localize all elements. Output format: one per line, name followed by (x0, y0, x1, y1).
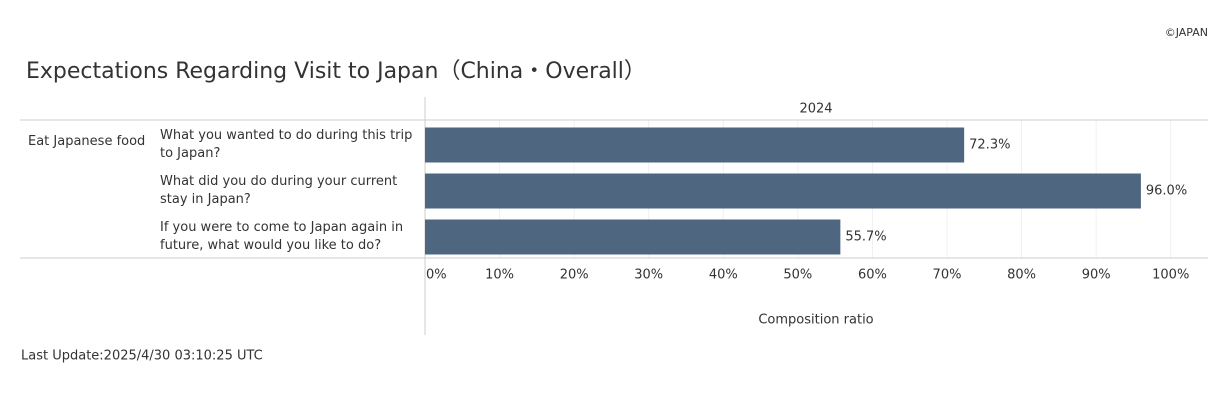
copyright: ©JAPAN (1165, 26, 1208, 39)
category-label: What did you do during your current stay… (160, 174, 398, 207)
x-tick-label: 50% (783, 268, 812, 283)
x-tick-label: 10% (485, 268, 514, 283)
x-tick-label: 80% (1007, 268, 1036, 283)
value-label: 96.0% (1146, 184, 1187, 199)
x-tick-label: 90% (1082, 268, 1111, 283)
value-label: 55.7% (845, 230, 886, 245)
x-tick-label: 100% (1152, 268, 1189, 283)
x-tick-label: 20% (560, 268, 589, 283)
x-tick-label: 30% (634, 268, 663, 283)
bar (425, 173, 1141, 209)
column-header: 2024 (799, 102, 832, 117)
row-header: Eat Japanese food (28, 134, 146, 149)
x-tick-label: 70% (933, 268, 962, 283)
bar (425, 219, 841, 255)
footer: Last Update:2025/4/30 03:10:25 UTC (21, 349, 263, 364)
value-label: 72.3% (969, 138, 1010, 153)
chart-title: Expectations Regarding Visit to Japan（Ch… (26, 59, 646, 84)
x-tick-label: 40% (709, 268, 738, 283)
x-axis-title: Composition ratio (758, 313, 873, 328)
bar (425, 127, 965, 163)
x-tick-label: 0% (426, 268, 447, 283)
category-label: If you were to come to Japan again in fu… (160, 220, 404, 253)
x-tick-label: 60% (858, 268, 887, 283)
category-label: What you wanted to do during this trip t… (160, 128, 413, 161)
